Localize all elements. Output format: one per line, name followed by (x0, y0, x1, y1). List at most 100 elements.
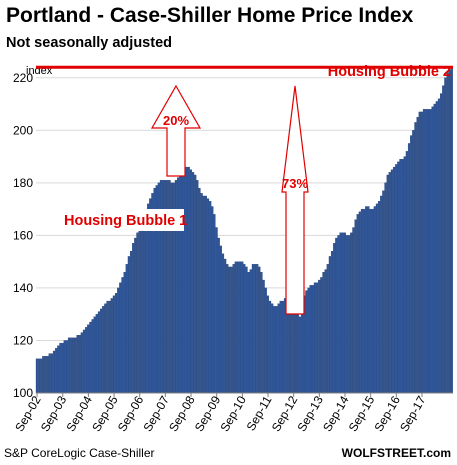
bar (382, 190, 385, 394)
y-tick-label: 120 (13, 333, 33, 347)
bar (44, 356, 47, 394)
bar (260, 272, 263, 394)
bar (313, 282, 317, 394)
x-tick-label: Sep-10 (217, 393, 249, 434)
bar (448, 69, 451, 394)
bar (420, 111, 423, 394)
bar (422, 109, 426, 394)
bar (112, 295, 116, 394)
bar (134, 237, 137, 394)
bar (253, 264, 257, 394)
bar (236, 261, 240, 394)
bar (230, 266, 233, 394)
bar (275, 306, 278, 394)
bar (358, 211, 361, 394)
chart-subtitle: Not seasonally adjusted (6, 35, 172, 51)
bar (446, 72, 449, 394)
bar (401, 159, 404, 394)
bar (330, 250, 334, 394)
brand-credit: WOLFSTREET.com (341, 446, 451, 460)
bar (209, 201, 212, 394)
bar (202, 195, 205, 394)
bar (407, 143, 411, 394)
bar (410, 135, 413, 394)
bar (367, 206, 370, 394)
bar (76, 335, 79, 394)
bar (444, 77, 447, 394)
bar (256, 264, 259, 394)
bar (333, 243, 336, 394)
bar (414, 122, 417, 394)
bar (140, 222, 143, 394)
bar (194, 174, 197, 394)
x-tick-label: Sep-17 (397, 393, 429, 434)
bar (365, 206, 368, 394)
bar (360, 208, 364, 394)
bar (104, 303, 107, 394)
bar (196, 180, 199, 394)
bar (249, 269, 252, 394)
bar (324, 269, 327, 394)
arrow-up-bubble-1-label: 20% (163, 113, 189, 128)
bar (97, 311, 101, 394)
bar (277, 303, 280, 394)
bar (369, 208, 372, 394)
bar (356, 214, 359, 394)
bar (59, 342, 62, 394)
bar (311, 285, 314, 394)
bar (179, 174, 182, 394)
bar (123, 272, 126, 394)
bar (405, 151, 408, 394)
bar (50, 353, 54, 394)
bar (264, 287, 267, 394)
annotations: Housing Bubble 2 Housing Bubble 1 20% 73% (36, 64, 453, 315)
bar (57, 345, 60, 394)
bar (245, 266, 248, 394)
bar (95, 314, 98, 394)
bar (48, 353, 51, 394)
bar (348, 235, 351, 394)
bar (378, 201, 381, 394)
bar (85, 327, 88, 394)
source-credit: S&P CoreLogic Case-Shiller (4, 446, 155, 460)
bar (440, 93, 443, 394)
bar (187, 166, 190, 394)
bar (91, 319, 94, 394)
bar (219, 245, 222, 394)
bar (204, 195, 207, 394)
bar (373, 206, 376, 394)
bar (335, 237, 338, 394)
bar (309, 285, 312, 394)
bar (251, 264, 255, 394)
bar (213, 214, 216, 394)
bar (87, 324, 90, 394)
bar (390, 169, 394, 394)
bar (305, 290, 308, 394)
y-tick-label: 160 (13, 228, 33, 242)
bar (93, 316, 96, 394)
bar (341, 232, 344, 394)
bar (375, 203, 379, 394)
reference-line-label: Housing Bubble 2 (328, 64, 451, 80)
bar (281, 300, 284, 394)
bar (343, 232, 346, 394)
bar (228, 266, 231, 394)
bar (345, 235, 349, 394)
bar (395, 164, 398, 394)
bar (72, 337, 75, 394)
bar (198, 187, 201, 394)
bar (226, 264, 229, 394)
y-tick-label: 200 (13, 123, 33, 137)
bar (211, 206, 214, 394)
bar (241, 261, 244, 394)
bar (363, 208, 366, 394)
bar (185, 166, 188, 394)
bar (125, 264, 128, 394)
bar (42, 356, 45, 394)
bar (403, 156, 406, 394)
bar (337, 235, 340, 394)
bar (234, 261, 237, 394)
bar (258, 266, 261, 394)
bar (427, 109, 430, 394)
y-tick-label: 220 (13, 71, 33, 85)
